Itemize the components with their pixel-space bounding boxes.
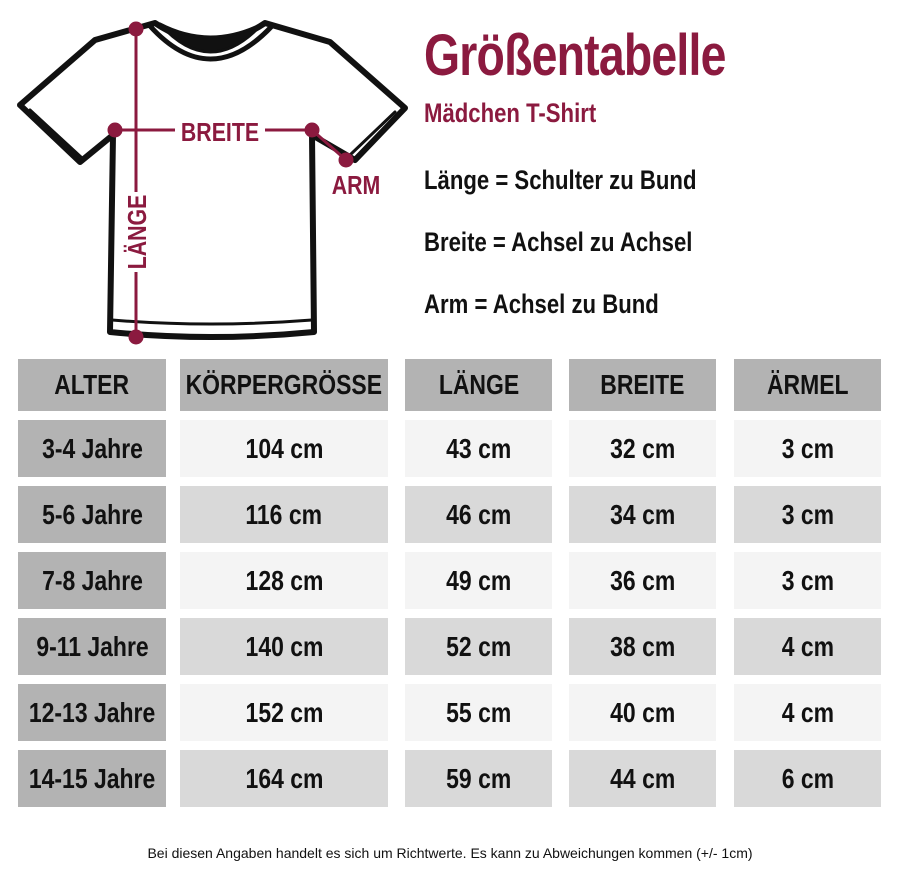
cell-laenge: 49 cm: [405, 552, 552, 609]
cell-koerpergroesse: 140 cm: [180, 618, 388, 675]
cell-aermel: 4 cm: [734, 684, 881, 741]
cell-text: LÄNGE: [438, 369, 519, 400]
header-koerpergroesse: KÖRPERGRÖSSE: [180, 359, 388, 411]
cell-aermel: 6 cm: [734, 750, 881, 807]
cell-text: 6 cm: [781, 762, 834, 794]
cell-laenge: 59 cm: [405, 750, 552, 807]
cell-text: 38 cm: [609, 630, 676, 662]
cell-laenge: 55 cm: [405, 684, 552, 741]
cell-text: 40 cm: [609, 696, 676, 728]
cell-laenge: 52 cm: [405, 618, 552, 675]
cell-text: 152 cm: [245, 696, 323, 728]
page-title: Größentabelle: [424, 23, 726, 88]
cell-text: 4 cm: [781, 630, 834, 662]
cell-alter: 7-8 Jahre: [18, 552, 166, 609]
disclaimer-note: Bei diesen Angaben handelt es sich um Ri…: [147, 845, 753, 861]
definition-arm: Arm = Achsel zu Bund: [424, 289, 659, 319]
cell-text: 9-11 Jahre: [35, 630, 149, 662]
laenge-label: LÄNGE: [123, 195, 153, 270]
cell-text: 140 cm: [245, 630, 323, 662]
tshirt-diagram: BREITE ARM LÄNGE: [17, 20, 408, 345]
cell-text: KÖRPERGRÖSSE: [185, 369, 383, 400]
cell-text: 49 cm: [445, 564, 512, 596]
cell-alter: 5-6 Jahre: [18, 486, 166, 543]
cell-text: 5-6 Jahre: [41, 498, 143, 530]
cell-alter: 9-11 Jahre: [18, 618, 166, 675]
page-subtitle: Mädchen T-Shirt: [424, 98, 597, 128]
cell-koerpergroesse: 104 cm: [180, 420, 388, 477]
cell-text: 14-15 Jahre: [28, 762, 156, 794]
cell-breite: 38 cm: [569, 618, 716, 675]
breite-label: BREITE: [181, 118, 259, 148]
cell-text: 59 cm: [445, 762, 512, 794]
cell-koerpergroesse: 116 cm: [180, 486, 388, 543]
definition-laenge: Länge = Schulter zu Bund: [424, 165, 697, 195]
cell-text: 52 cm: [445, 630, 512, 662]
cell-aermel: 4 cm: [734, 618, 881, 675]
cell-aermel: 3 cm: [734, 486, 881, 543]
cell-text: 43 cm: [445, 432, 512, 464]
cell-aermel: 3 cm: [734, 420, 881, 477]
cell-text: ALTER: [54, 369, 130, 400]
cell-text: 4 cm: [781, 696, 834, 728]
cell-breite: 40 cm: [569, 684, 716, 741]
cell-koerpergroesse: 164 cm: [180, 750, 388, 807]
header-alter: ALTER: [18, 359, 166, 411]
cell-breite: 34 cm: [569, 486, 716, 543]
cell-text: 46 cm: [445, 498, 512, 530]
cell-alter: 3-4 Jahre: [18, 420, 166, 477]
header-laenge: LÄNGE: [405, 359, 552, 411]
cell-text: ÄRMEL: [766, 369, 849, 400]
cell-text: 128 cm: [245, 564, 323, 596]
cell-text: 3 cm: [781, 564, 834, 596]
cell-text: 164 cm: [245, 762, 323, 794]
cell-text: BREITE: [600, 369, 685, 400]
cell-breite: 44 cm: [569, 750, 716, 807]
definition-breite: Breite = Achsel zu Achsel: [424, 227, 693, 257]
cell-text: 116 cm: [245, 498, 323, 530]
cell-koerpergroesse: 128 cm: [180, 552, 388, 609]
cell-text: 104 cm: [245, 432, 323, 464]
header-breite: BREITE: [569, 359, 716, 411]
cell-koerpergroesse: 152 cm: [180, 684, 388, 741]
cell-text: 32 cm: [609, 432, 676, 464]
cell-text: 3 cm: [781, 432, 834, 464]
cell-laenge: 46 cm: [405, 486, 552, 543]
cell-breite: 36 cm: [569, 552, 716, 609]
cell-text: 34 cm: [609, 498, 676, 530]
cell-alter: 14-15 Jahre: [18, 750, 166, 807]
arm-label: ARM: [332, 171, 381, 201]
cell-text: 36 cm: [609, 564, 676, 596]
cell-breite: 32 cm: [569, 420, 716, 477]
cell-aermel: 3 cm: [734, 552, 881, 609]
cell-text: 3 cm: [781, 498, 834, 530]
cell-alter: 12-13 Jahre: [18, 684, 166, 741]
cell-text: 55 cm: [445, 696, 512, 728]
header-aermel: ÄRMEL: [734, 359, 881, 411]
cell-text: 12-13 Jahre: [28, 696, 156, 728]
cell-laenge: 43 cm: [405, 420, 552, 477]
cell-text: 7-8 Jahre: [41, 564, 143, 596]
cell-text: 44 cm: [609, 762, 676, 794]
cell-text: 3-4 Jahre: [41, 432, 143, 464]
